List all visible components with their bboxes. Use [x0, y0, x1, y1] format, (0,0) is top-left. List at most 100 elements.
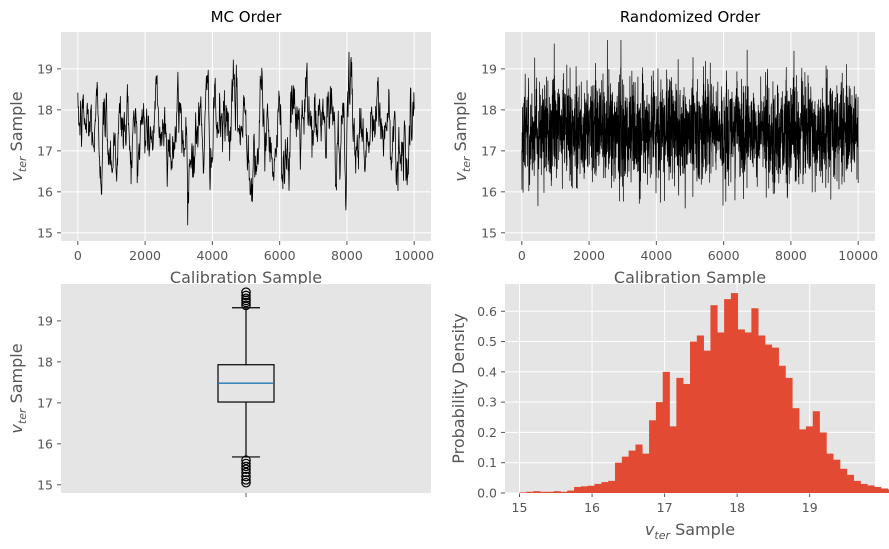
x-tick-label: 8000: [331, 248, 363, 263]
y-tick-label: 18: [37, 102, 53, 117]
histogram-bar: [805, 426, 814, 493]
y-axis-label-text: Sample: [451, 91, 470, 156]
boxplot-panel: 15 16 17 18 19 vter Sample: [7, 284, 431, 497]
histogram-bar: [880, 488, 889, 493]
y-tick-label: 15: [481, 225, 497, 240]
x-tick-label: 6000: [708, 248, 740, 263]
plot-background: [61, 32, 431, 241]
histogram-bar: [662, 371, 670, 493]
x-axis-label: vter Sample: [645, 520, 735, 542]
histogram-bar: [744, 332, 752, 493]
histogram-bar: [635, 444, 643, 493]
outlier-point: [241, 290, 251, 301]
x-tick-label: 0: [74, 248, 82, 263]
histogram-bar: [655, 402, 664, 493]
y-axis-label-text: Sample: [7, 343, 26, 408]
x-tick-label: 19: [802, 500, 818, 515]
histogram-bar: [676, 377, 684, 493]
histogram-bar: [833, 459, 841, 493]
y-tick-label: 19: [481, 61, 497, 76]
series-line: [77, 51, 415, 226]
y-axis-label: vter Sample: [7, 91, 29, 181]
x-tick-label: 2000: [129, 248, 161, 263]
histogram-bar: [519, 492, 527, 493]
histogram-bar: [853, 480, 861, 493]
outlier-point: [241, 300, 251, 311]
y-axis-label-subscript: ter: [460, 155, 473, 172]
outlier-point: [241, 464, 251, 475]
histogram-bar: [594, 483, 602, 493]
histogram-bar: [751, 308, 759, 493]
x-axis-label-symbol: v: [645, 520, 655, 539]
histogram-bar: [539, 491, 548, 493]
histogram-bar: [840, 468, 848, 493]
histogram-bar: [649, 420, 657, 493]
histogram-bar: [860, 483, 868, 493]
series-line: [521, 39, 859, 209]
y-tick-label: 16: [37, 436, 53, 451]
outlier-point: [241, 467, 251, 478]
x-tick-label: 16: [584, 500, 600, 515]
histogram-bar: [553, 491, 561, 493]
x-tick-label: 4000: [196, 248, 228, 263]
x-axis-label-subscript: ter: [654, 529, 671, 542]
y-tick-label: 18: [37, 354, 53, 369]
x-tick-label: 8000: [775, 248, 807, 263]
x-tick-label: 15: [512, 500, 528, 515]
y-tick-label: 17: [37, 143, 53, 158]
y-tick-label: 0.4: [477, 364, 497, 379]
x-tick-label: 0: [518, 248, 526, 263]
y-axis-label: Probability Density: [449, 313, 468, 464]
histogram-bar: [778, 365, 786, 493]
histogram-bar: [887, 489, 889, 493]
mc-order-panel: 0 2000 4000 6000 8000 10000 15 16 17 18 19 MC Order…: [7, 8, 434, 287]
histogram-bar: [574, 486, 582, 493]
y-tick-label: 16: [481, 184, 497, 199]
y-tick-label: 0.5: [477, 334, 497, 349]
y-axis-label: vter Sample: [451, 91, 473, 181]
chart-title: MC Order: [211, 8, 283, 26]
outlier-point: [241, 458, 251, 469]
y-tick-label: 16: [37, 184, 53, 199]
outlier-point: [241, 475, 251, 485]
outlier-point: [241, 287, 251, 297]
histogram-bar: [526, 491, 534, 493]
y-tick-label: 17: [481, 143, 497, 158]
y-axis-label-text: Sample: [7, 91, 26, 156]
histogram-bar: [812, 411, 820, 493]
y-tick-label: 17: [37, 395, 53, 410]
histogram-bar: [683, 383, 691, 493]
histogram-bar: [867, 485, 875, 493]
y-axis-label-symbol: v: [7, 424, 26, 434]
histogram-bar: [669, 426, 677, 493]
y-tick-label: 0.1: [477, 455, 497, 470]
y-axis-label-subscript: ter: [16, 155, 29, 172]
histogram-bar: [587, 485, 595, 493]
y-tick-label: 15: [37, 477, 53, 492]
histogram-bar: [846, 474, 854, 493]
outlier-point: [241, 471, 251, 482]
histogram-bar: [819, 432, 827, 493]
histogram-bar: [621, 456, 629, 493]
x-tick-label: 17: [657, 500, 673, 515]
histogram-bar: [608, 480, 616, 493]
histogram-bar: [690, 341, 698, 493]
outlier-point: [241, 461, 251, 472]
outlier-point: [241, 293, 251, 304]
histogram-bar: [785, 377, 793, 493]
histogram-bar: [703, 350, 711, 493]
y-axis-label-subscript: ter: [16, 407, 29, 424]
randomized-order-panel: 0 2000 4000 6000 8000 10000 15 16 17 18 19 Randomiz…: [451, 8, 878, 287]
x-tick-label: 2000: [573, 248, 605, 263]
histogram-bar: [560, 491, 568, 493]
y-tick-label: 19: [37, 61, 53, 76]
outlier-point: [241, 455, 251, 466]
histogram-bar: [628, 450, 636, 493]
histogram-bar: [771, 347, 779, 493]
histogram-panel: 15 16 17 18 19 0.0 0.1 0.2 0.3 0.4 0.5 0.6 vter Samp…: [449, 284, 889, 542]
x-axis-label-text: Sample: [670, 520, 735, 539]
histogram-bar: [737, 329, 745, 493]
histogram-bar: [874, 486, 882, 493]
histogram-bar: [799, 429, 807, 493]
